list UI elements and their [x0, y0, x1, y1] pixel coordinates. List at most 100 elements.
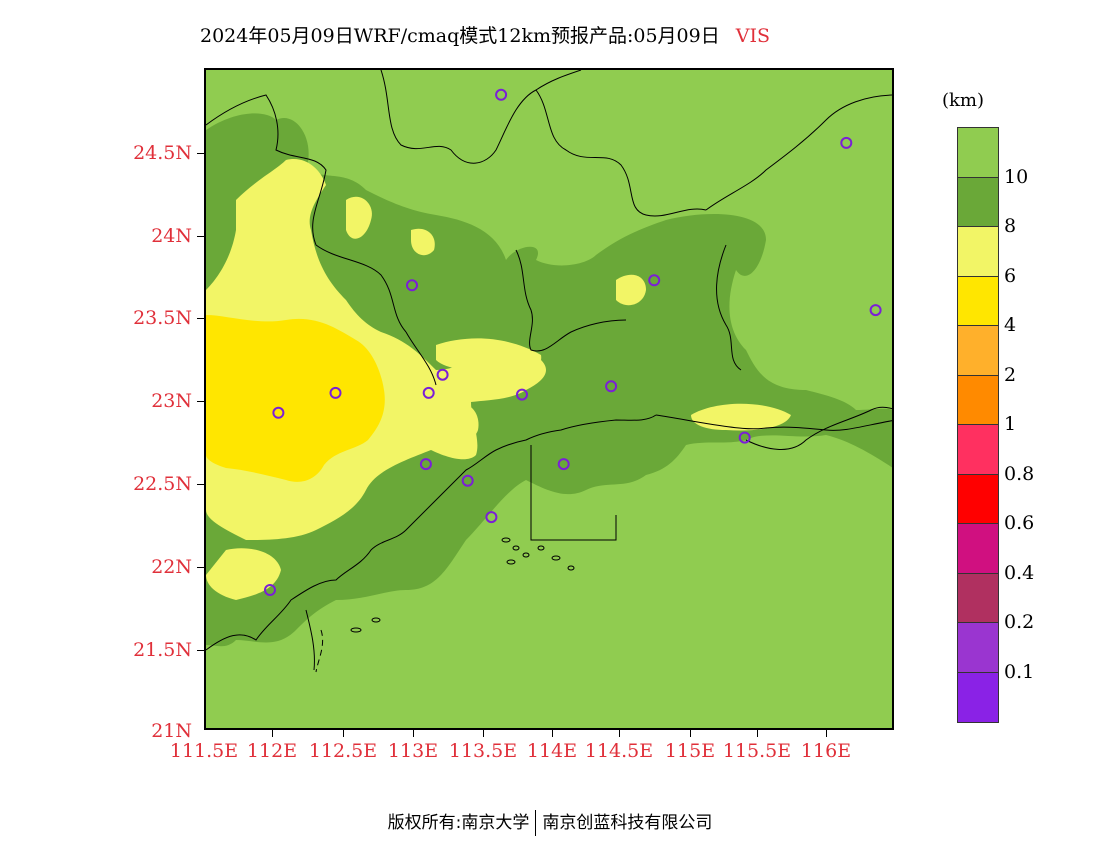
island	[350, 627, 362, 633]
lon-tick	[343, 730, 344, 737]
colorbar-level-label: 0.8	[1004, 462, 1035, 485]
islands	[350, 537, 575, 633]
lon-label: 115.5E	[722, 740, 792, 762]
vis-region-6-8	[206, 548, 281, 600]
station-marker	[648, 274, 661, 287]
coastline	[530, 445, 617, 541]
station-marker	[495, 88, 508, 101]
lat-label: 22N	[151, 556, 192, 578]
lon-label: 116E	[800, 740, 852, 762]
boundary-line	[745, 406, 892, 450]
lat-tick	[197, 484, 204, 485]
station-marker	[406, 279, 418, 292]
lon-tick	[826, 730, 827, 737]
footer-right: 南京创蓝科技有限公司	[542, 813, 713, 833]
island	[522, 552, 530, 558]
title-variable: VIS	[735, 25, 770, 47]
colorbar-cell	[958, 375, 998, 425]
lat-tick	[197, 236, 204, 237]
colorbar-cell	[958, 177, 998, 227]
colorbar-cell	[958, 623, 998, 673]
station-marker	[605, 380, 618, 393]
colorbar-cell	[958, 128, 998, 178]
lon-tick	[757, 730, 758, 737]
island	[512, 545, 520, 551]
lon-label: 113.5E	[448, 740, 518, 762]
colorbar-cell	[958, 573, 998, 623]
lon-tick	[413, 730, 414, 737]
lat-tick	[197, 401, 204, 402]
station-marker	[840, 136, 853, 149]
colorbar-cell	[958, 326, 998, 376]
vis-region-6-8	[346, 196, 372, 239]
vis-region-6-8	[436, 338, 542, 377]
map-panel	[204, 68, 894, 730]
colorbar-level-label: 4	[1004, 314, 1017, 336]
colorbar	[957, 127, 999, 723]
lat-label: 22.5N	[133, 473, 192, 495]
station-marker	[461, 474, 474, 487]
vis-region-6-8	[616, 274, 646, 306]
colorbar-cell	[958, 524, 998, 574]
lat-tick	[197, 153, 204, 154]
island	[567, 565, 575, 571]
footer-left: 版权所有:南京大学	[387, 813, 530, 833]
island	[506, 559, 516, 565]
lat-label: 23.5N	[133, 307, 192, 329]
footer: 版权所有:南京大学 南京创蓝科技有限公司	[0, 808, 1100, 836]
lon-tick	[619, 730, 620, 737]
colorbar-level-label: 0.6	[1004, 512, 1035, 534]
station-marker	[869, 304, 882, 317]
lat-label: 21.5N	[133, 639, 192, 661]
lon-label: 112E	[246, 740, 298, 762]
lon-tick	[483, 730, 484, 737]
boundary-line	[535, 89, 707, 217]
lon-label: 111.5E	[169, 740, 239, 762]
island	[501, 537, 511, 543]
visibility-field	[206, 70, 892, 728]
colorbar-cell	[958, 227, 998, 277]
coastline	[655, 414, 892, 431]
colorbar-level-label: 8	[1004, 215, 1017, 237]
coastline	[206, 414, 657, 651]
vis-region-6-8	[456, 404, 479, 438]
vis-region-8-10	[206, 113, 892, 647]
colorbar-level-label: 10	[1004, 165, 1029, 188]
title-main: 2024年05月09日WRF/cmaq模式12km预报产品:05月09日	[200, 25, 720, 47]
vis-region-4-6	[206, 315, 385, 482]
colorbar-unit: (km)	[942, 90, 985, 111]
boundary-line	[315, 629, 324, 673]
vis-region-6-8	[411, 228, 435, 256]
lat-tick	[197, 318, 204, 319]
chart-title: 2024年05月09日WRF/cmaq模式12km预报产品:05月09日 VIS	[200, 22, 770, 50]
colorbar-cell	[958, 276, 998, 326]
lon-tick	[690, 730, 691, 737]
vis-region-6-8	[691, 403, 791, 431]
station-marker	[557, 458, 570, 471]
colorbar-level-label: 1	[1004, 413, 1017, 435]
lat-tick	[197, 650, 204, 651]
island	[371, 617, 381, 623]
lat-tick	[197, 567, 204, 568]
station-marker	[436, 368, 449, 381]
lat-label: 24.5N	[133, 142, 192, 164]
lon-label: 112.5E	[308, 740, 378, 762]
colorbar-cell	[958, 474, 998, 524]
boundary-line	[515, 249, 627, 352]
station-marker	[516, 388, 528, 401]
colorbar-level-label: 0.2	[1004, 611, 1035, 633]
lon-tick	[552, 730, 553, 737]
lon-tick	[272, 730, 273, 737]
island	[537, 545, 545, 551]
boundary-line	[405, 331, 437, 386]
colorbar-cell	[958, 425, 998, 475]
boundary-line	[305, 609, 315, 671]
lon-label: 114.5E	[584, 740, 654, 762]
station-marker	[329, 386, 342, 399]
station-marker	[422, 386, 435, 399]
boundary-lines	[206, 70, 892, 673]
boundary-line	[206, 94, 407, 333]
lon-label: 115E	[664, 740, 716, 762]
lat-label: 24N	[151, 225, 192, 247]
station-marker	[264, 584, 276, 596]
